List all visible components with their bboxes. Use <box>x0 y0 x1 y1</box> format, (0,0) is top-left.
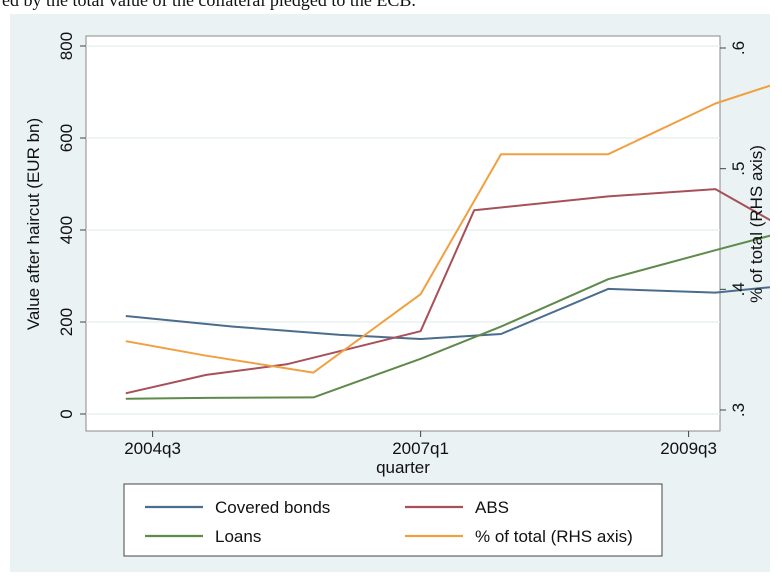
x-tick-label: 2009q3 <box>660 439 717 458</box>
series-line-1 <box>125 188 770 395</box>
figure-caption: ed by the total value of the collateral … <box>2 0 416 10</box>
y2-tick-label: .5 <box>729 162 748 176</box>
y-tick-label: 400 <box>57 216 76 244</box>
series-lines <box>125 84 770 400</box>
y-tick-label: 600 <box>57 124 76 152</box>
legend-box <box>123 483 663 557</box>
x-axis: 2004q32007q12009q32012q12014q3 <box>124 431 717 458</box>
y2-tick-label: .6 <box>729 41 748 55</box>
right-y-axis: .3 .4 .5 .6 <box>720 41 748 417</box>
y-axis-title: Value after haircut (EUR bn) <box>24 118 43 330</box>
y2-tick-label: .3 <box>729 403 748 417</box>
legend-label: Loans <box>215 527 261 546</box>
legend: Covered bonds ABS Loans % of total (RHS axi… <box>123 483 663 557</box>
legend-label: ABS <box>475 498 509 517</box>
left-y-axis: 0 200 400 600 800 <box>57 32 86 419</box>
chart-figure: 0 200 400 600 800 .3 .4 .5 .6 2004q3 2007q1 2009q… <box>10 14 770 572</box>
line-chart: 0 200 400 600 800 .3 .4 .5 .6 2004q3 2007q1 2009q… <box>24 32 770 557</box>
y-tick-label: 800 <box>57 32 76 60</box>
legend-label: Covered bonds <box>215 498 330 517</box>
series-line-3 <box>125 84 770 374</box>
series-line-0 <box>125 286 770 340</box>
x-tick-label: 2007q1 <box>392 439 449 458</box>
y2-tick-label: .4 <box>729 282 748 296</box>
legend-label: % of total (RHS axis) <box>475 527 633 546</box>
x-tick-label: 2004q3 <box>124 439 181 458</box>
y-tick-label: 200 <box>57 308 76 336</box>
x-axis-title: quarter <box>376 458 430 477</box>
y-tick-label: 0 <box>57 409 76 418</box>
plot-area <box>85 35 721 432</box>
series-line-2 <box>125 234 770 400</box>
gridlines <box>86 45 720 415</box>
y2-axis-title: % of total (RHS axis) <box>747 145 766 303</box>
